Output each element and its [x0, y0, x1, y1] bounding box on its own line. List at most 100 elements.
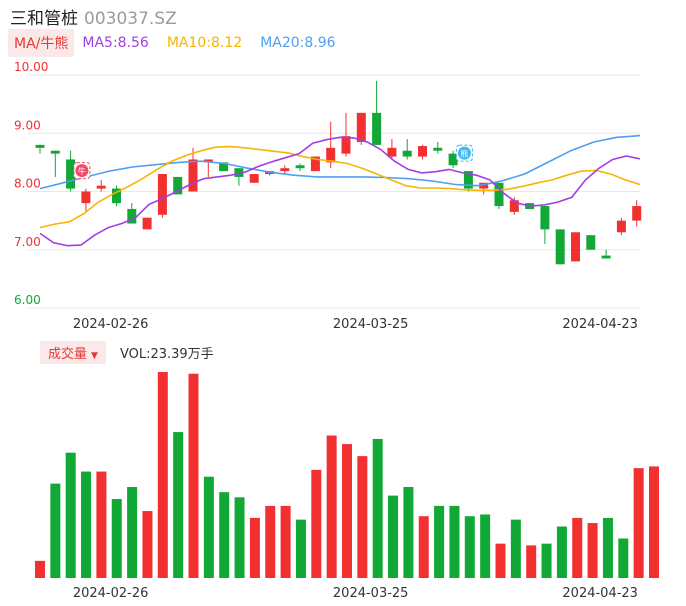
volume-bar	[265, 505, 276, 578]
ma5-legend: MA5:8.56	[82, 35, 149, 51]
candle-body	[157, 174, 167, 215]
stock-name: 三和管桩	[10, 9, 78, 29]
volume-bar	[372, 438, 383, 578]
volume-bar	[602, 517, 613, 578]
candle-body	[142, 217, 152, 230]
candle-body	[326, 147, 336, 163]
moving-average-lines	[39, 134, 641, 247]
bull-signal-icon	[75, 164, 89, 178]
candle-body	[555, 229, 565, 265]
ma10-legend: MA10:8.12	[166, 35, 243, 51]
price-y-tick-label: 6.00	[14, 293, 41, 307]
bear-signal-icon	[457, 146, 471, 160]
candle-body	[219, 162, 229, 172]
volume-bar-series	[35, 372, 659, 578]
ma20-line	[39, 134, 641, 190]
volume-bar	[449, 505, 460, 578]
volume-bar	[418, 516, 429, 578]
volume-bar	[357, 456, 368, 578]
candle-body	[433, 147, 443, 151]
price-x-tick-label: 2024-04-23	[562, 317, 638, 332]
candle-body	[96, 185, 106, 189]
volume-bar	[173, 432, 184, 578]
volume-bar	[541, 543, 552, 578]
ma20-legend: MA20:8.96	[260, 35, 336, 51]
volume-bar	[219, 492, 230, 578]
candle-body	[35, 144, 45, 148]
candle-body	[540, 206, 550, 230]
ma-bull-bear-toggle[interactable]: MA/牛熊	[8, 29, 75, 57]
candle-body	[50, 150, 60, 154]
volume-bar	[203, 476, 214, 578]
volume-x-axis-labels: 2024-02-26 2024-03-25 2024-04-23	[73, 586, 638, 601]
candle-body	[173, 176, 183, 195]
volume-bar	[326, 435, 337, 578]
price-y-tick-label: 9.00	[14, 118, 41, 132]
price-y-tick-label: 7.00	[14, 235, 41, 249]
price-y-tick-label: 8.00	[14, 177, 41, 191]
volume-bar	[434, 505, 445, 578]
candle-body	[112, 188, 121, 204]
volume-bar	[388, 495, 399, 578]
ma-legend-bar: MA/牛熊 MA5:8.56 MA10:8.12 MA20:8.96	[8, 29, 354, 57]
volume-bar	[464, 516, 475, 578]
volume-x-tick-label: 2024-02-26	[73, 586, 149, 601]
candle-body	[66, 159, 76, 189]
volume-bar	[96, 471, 107, 578]
stock-code: 003037.SZ	[84, 9, 177, 29]
volume-indicator-label: 成交量	[48, 346, 88, 362]
chevron-down-icon: ▼	[91, 350, 98, 361]
candle-body	[494, 182, 504, 207]
volume-bar	[342, 444, 352, 578]
price-x-axis-labels: 2024-02-26 2024-03-25 2024-04-23	[73, 317, 638, 332]
volume-bar	[556, 526, 567, 578]
price-x-tick-label: 2024-02-26	[73, 317, 149, 332]
volume-x-tick-label: 2024-04-23	[562, 586, 638, 601]
price-y-axis-labels: 10.00 9.00 8.00 7.00 6.00	[14, 60, 48, 307]
candle-body	[234, 168, 244, 177]
volume-bar	[50, 483, 61, 578]
volume-indicator-dropdown[interactable]: 成交量 ▼	[40, 340, 106, 364]
volume-bar	[127, 487, 138, 578]
volume-bar	[280, 505, 291, 578]
candle-body	[356, 112, 366, 142]
bull-signal-label: 牛	[78, 166, 86, 176]
volume-bar	[81, 471, 92, 578]
volume-bar	[495, 543, 506, 578]
candle-body	[280, 168, 290, 172]
candle-body	[616, 220, 626, 233]
volume-bar	[618, 538, 629, 578]
price-y-tick-label: 10.00	[14, 60, 48, 74]
stock-header: 三和管桩 003037.SZ	[10, 4, 177, 29]
price-gridlines	[28, 74, 640, 309]
volume-bar	[295, 519, 306, 578]
volume-bar	[403, 487, 414, 578]
candle-body	[479, 182, 489, 189]
volume-bar	[633, 468, 644, 578]
candle-body	[586, 235, 596, 250]
candle-body	[81, 191, 91, 204]
candle-body	[509, 200, 519, 212]
candle-body	[310, 156, 320, 172]
candle-body	[188, 159, 198, 192]
volume-bar	[510, 519, 521, 578]
volume-bar	[111, 499, 122, 578]
price-x-tick-label: 2024-03-25	[333, 317, 409, 332]
volume-bar	[65, 452, 76, 578]
candle-body	[249, 174, 259, 183]
volume-value: VOL:23.39万手	[119, 346, 214, 362]
candle-body	[295, 165, 305, 169]
candle-body	[341, 136, 351, 154]
candle-body	[418, 146, 427, 157]
signal-badges: 牛熊	[73, 144, 473, 180]
volume-bar	[157, 372, 168, 578]
volume-x-tick-label: 2024-03-25	[333, 586, 409, 601]
candle-body	[601, 255, 611, 259]
volume-bar	[572, 517, 583, 578]
candle-body	[402, 150, 412, 157]
candle-body	[387, 147, 397, 157]
ma5-line	[39, 136, 641, 247]
candle-body	[571, 232, 580, 262]
volume-bar	[587, 523, 598, 578]
